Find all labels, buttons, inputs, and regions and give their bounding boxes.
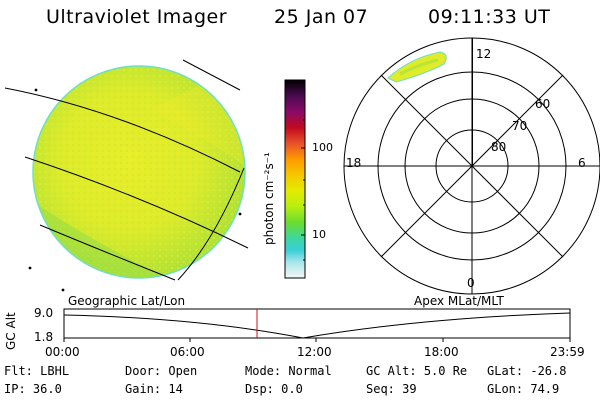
info-gc-alt: GC Alt: 5.0 Re xyxy=(366,364,468,378)
info-mode: Mode: Normal xyxy=(245,364,332,378)
timeline-x-tick-0: 00:00 xyxy=(45,345,80,359)
timeline-x-tick-3: 18:00 xyxy=(424,345,459,359)
polar-label-left: 18 xyxy=(346,156,362,170)
time-label: 09:11:33 UT xyxy=(428,6,551,28)
timeline-y-tick-top: 9.0 xyxy=(34,306,54,320)
polar-label-top: 12 xyxy=(476,47,492,61)
timeline-x-tick-2: 12:00 xyxy=(297,345,332,359)
info-door: Door: Open xyxy=(125,364,198,378)
colorbar-tick-100: 100 xyxy=(312,141,333,154)
polar-label-bottom: 0 xyxy=(467,276,475,290)
info-dsp: Dsp: 0.0 xyxy=(245,382,303,396)
info-seq: Seq: 39 xyxy=(366,382,417,396)
info-flt: Flt: LBHL xyxy=(4,364,70,378)
timeline-y-tick-bottom: 1.8 xyxy=(34,330,54,344)
app-title: Ultraviolet Imager xyxy=(46,6,228,28)
timeline-left-label: Geographic Lat/Lon xyxy=(68,294,186,308)
timeline-x-tick-1: 06:00 xyxy=(170,345,205,359)
altitude-curve xyxy=(63,312,571,339)
info-ip: IP: 36.0 xyxy=(4,382,62,396)
polar-ring-60: 60 xyxy=(535,97,551,111)
timeline-right-label: Apex MLat/MLT xyxy=(414,294,504,308)
info-glon: GLon: 74.9 xyxy=(487,382,560,396)
colorbar xyxy=(284,79,306,279)
polar-ring-80: 80 xyxy=(491,140,507,154)
info-glat: GLat: -26.8 xyxy=(487,364,567,378)
colorbar-tick-10: 10 xyxy=(312,228,326,241)
date-label: 25 Jan 07 xyxy=(274,6,369,28)
timeline-x-tick-4: 23:59 xyxy=(550,345,585,359)
polar-ring-70: 70 xyxy=(512,119,528,133)
geo-grid-lines xyxy=(4,59,249,281)
polar-label-right: 6 xyxy=(578,156,586,170)
info-gain: Gain: 14 xyxy=(125,382,183,396)
